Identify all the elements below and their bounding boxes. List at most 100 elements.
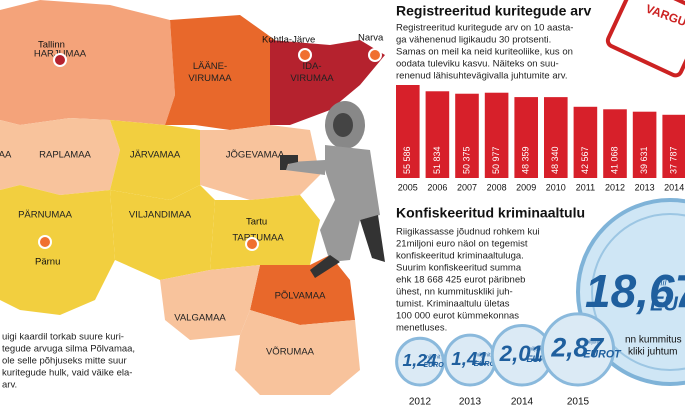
bar: [396, 85, 420, 178]
section-text: Suurim konfiskeeritud summa: [396, 263, 522, 274]
big-coin-caption: kliki juhtum: [628, 347, 677, 358]
bar: [425, 91, 450, 178]
value-label: 37 787: [669, 146, 679, 174]
section-text: Samas on meil ka neid kuriteoliike, kus …: [396, 47, 573, 58]
x-tick-label: 2012: [409, 397, 432, 408]
section-text: 100 000 eurot kümmekonnas: [396, 311, 519, 322]
x-tick-label: 2005: [398, 182, 418, 192]
big-coin-unit: mil: [655, 277, 667, 287]
coin-currency: EUROT: [583, 349, 622, 361]
valgamaa: [160, 265, 260, 340]
coin-currency: EUROT: [424, 362, 449, 369]
map-caption: uigi kaardil torkab suure kuri-: [2, 332, 124, 343]
section-text: 21miljoni euro näol on tegemist: [396, 239, 528, 250]
city-marker: [53, 53, 67, 67]
coin-value: 1,41: [451, 348, 487, 369]
laanemaa: [0, 120, 20, 190]
region-label: TARTUMAA: [232, 233, 284, 244]
value-label: 48 340: [550, 146, 560, 174]
region-label: LÄÄNE-VIRUMAA: [188, 61, 232, 84]
value-label: 50 977: [491, 146, 501, 174]
region-label: PÕLVAMAA: [275, 291, 327, 302]
city-label: Pärnu: [35, 257, 60, 268]
map-caption: ole selle põhjuseks mitte suur: [2, 356, 127, 367]
map-caption: kuritegude hulk, vaid väike ela-: [2, 368, 132, 379]
value-label: 50 375: [461, 146, 471, 174]
value-label: 42 567: [580, 146, 590, 174]
city-marker: [245, 237, 259, 251]
region-label: JÕGEVAMAA: [226, 150, 285, 161]
polvamaa: [250, 255, 355, 325]
x-tick-label: 2010: [546, 182, 566, 192]
bar: [514, 97, 538, 178]
map: HARJUMAALÄÄNE-VIRUMAAIDA-VIRUMAARAPLAMAA…: [0, 0, 385, 395]
vorumaa: [235, 310, 360, 395]
raplamaa: [20, 118, 120, 195]
coin: [395, 336, 445, 387]
section-title: Registreeritud kuritegude arv: [396, 3, 591, 19]
parnumaa: [0, 185, 115, 315]
region-label: JÄRVAMAA: [130, 150, 181, 161]
value-label: 39 631: [639, 146, 649, 174]
city-label: Kohtla-Järve: [262, 35, 315, 46]
coin-currency: EUROT: [474, 359, 502, 368]
map-caption: tegude arvuga silma Põlvamaa,: [2, 344, 135, 355]
x-tick-label: 2015: [567, 397, 590, 408]
coin-unit: miljonit: [585, 340, 601, 346]
x-tick-label: 2007: [457, 182, 477, 192]
x-tick-label: 2012: [605, 182, 625, 192]
region-label: VALGAMAA: [174, 313, 226, 324]
city-label: Tartu: [246, 217, 267, 228]
big-coin-caption: nn kummitus: [625, 335, 682, 346]
x-tick-label: 2014: [511, 397, 534, 408]
city-marker: [298, 48, 312, 62]
coin-unit: miljonit: [528, 347, 544, 353]
city-marker: [38, 235, 52, 249]
x-tick-label: 2014: [664, 182, 684, 192]
value-label: 41 068: [609, 146, 619, 174]
jarvamaa: [110, 120, 200, 200]
section-text: Registreeritud kuritegude arv on 10 aast…: [396, 23, 573, 34]
region-label: AA: [0, 150, 12, 161]
coin-value: 2,01: [499, 341, 543, 366]
city-label: Tallinn: [38, 40, 65, 51]
value-label: 55 586: [402, 146, 412, 174]
big-coin-currency: EU: [650, 293, 678, 315]
coin-value: 2,87: [550, 332, 604, 362]
value-label: 48 359: [521, 146, 531, 174]
section-text: renenud lähisuhtevägivalla juhtumite arv…: [396, 71, 567, 82]
bar: [455, 93, 479, 178]
bar: [484, 92, 509, 178]
region-label: PÄRNUMAA: [18, 210, 73, 221]
region-label: RAPLAMAA: [39, 150, 91, 161]
bar: [662, 114, 685, 178]
coin-value: 1,24: [402, 350, 436, 370]
value-label: 51 834: [432, 146, 442, 174]
coin-unit: miljonit: [425, 354, 441, 360]
bar: [573, 106, 598, 178]
x-tick-label: 2013: [635, 182, 655, 192]
section-text: ehk 18 668 425 eurot päribneb: [396, 275, 525, 286]
laane-virumaa: [165, 15, 275, 130]
section-text: ühest, nn kummituskliki juh-: [396, 287, 513, 298]
section-title: Konfiskeeritud kriminaaltulu: [396, 205, 585, 221]
bar: [544, 97, 568, 178]
section-text: oodata tuleviku kasvu. Näiteks on suu-: [396, 59, 559, 70]
x-tick-label: 2009: [516, 182, 536, 192]
bar: [603, 109, 627, 178]
tartumaa: [210, 195, 320, 270]
ida-virumaa: [270, 40, 385, 125]
x-tick-label: 2013: [459, 397, 482, 408]
map-caption: arv.: [2, 380, 17, 391]
viljandimaa: [110, 185, 215, 280]
big-coin-value: 18,67: [585, 265, 685, 317]
region-label: VÕRUMAA: [266, 347, 315, 358]
city-label: Narva: [358, 33, 384, 44]
harjumaa: [0, 0, 175, 125]
section-text: menetluses.: [396, 323, 447, 334]
x-tick-label: 2006: [427, 182, 447, 192]
region-label: IDA-VIRUMAA: [290, 61, 334, 84]
bar: [632, 111, 657, 178]
x-tick-label: 2008: [487, 182, 507, 192]
